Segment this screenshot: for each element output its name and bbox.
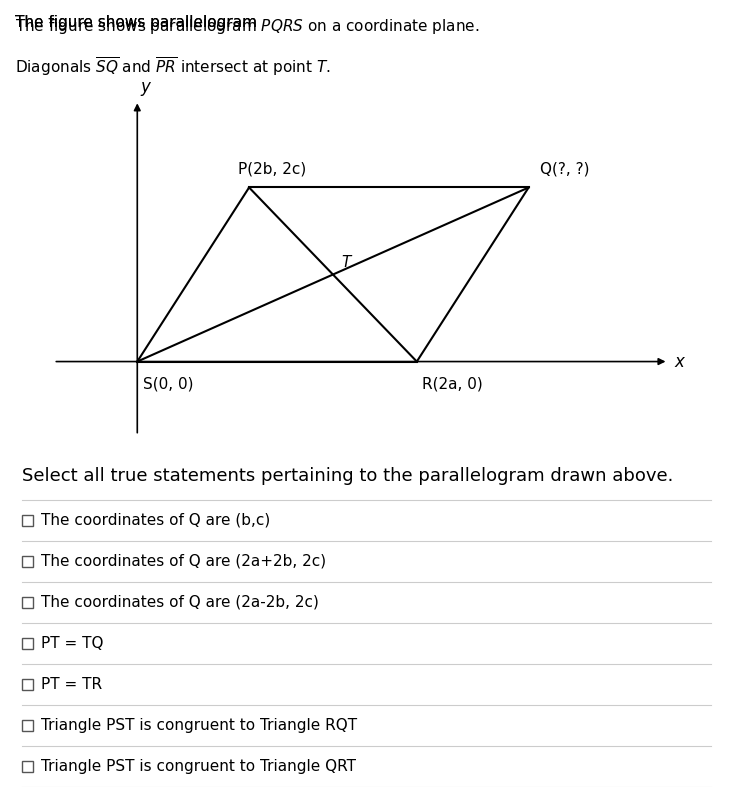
Bar [22,679,33,690]
Bar [22,556,33,567]
Text: Triangle PST is congruent to Triangle RQT: Triangle PST is congruent to Triangle RQ… [41,718,357,733]
Text: T: T [342,255,350,270]
Text: The coordinates of Q are (2a-2b, 2c): The coordinates of Q are (2a-2b, 2c) [41,595,319,610]
Text: PT = TR: PT = TR [41,677,102,692]
Text: Select all true statements pertaining to the parallelogram drawn above.: Select all true statements pertaining to… [22,467,674,485]
Text: x: x [674,353,684,371]
Text: Q(?, ?): Q(?, ?) [539,161,589,176]
Text: y: y [141,78,150,96]
Text: S(0, 0): S(0, 0) [143,377,194,392]
Text: The figure shows parallelogram $\mathit{PQRS}$ on a coordinate plane.: The figure shows parallelogram $\mathit{… [15,17,479,35]
Text: R(2a, 0): R(2a, 0) [422,377,483,392]
Text: PT = TQ: PT = TQ [41,636,103,651]
Bar [22,720,33,731]
Text: P(2b, 2c): P(2b, 2c) [238,161,306,176]
Text: The coordinates of Q are (b,c): The coordinates of Q are (b,c) [41,513,270,528]
Text: The figure shows parallelogram: The figure shows parallelogram [15,15,262,30]
Text: The figure shows parallelogram: The figure shows parallelogram [15,15,262,30]
Bar [22,515,33,526]
Text: Triangle PST is congruent to Triangle QRT: Triangle PST is congruent to Triangle QR… [41,759,356,774]
Bar [22,761,33,772]
Bar [22,597,33,608]
Text: The coordinates of Q are (2a+2b, 2c): The coordinates of Q are (2a+2b, 2c) [41,554,326,569]
Text: Diagonals $\overline{SQ}$ and $\overline{PR}$ intersect at point $T$.: Diagonals $\overline{SQ}$ and $\overline… [15,55,331,78]
Bar [22,637,33,648]
